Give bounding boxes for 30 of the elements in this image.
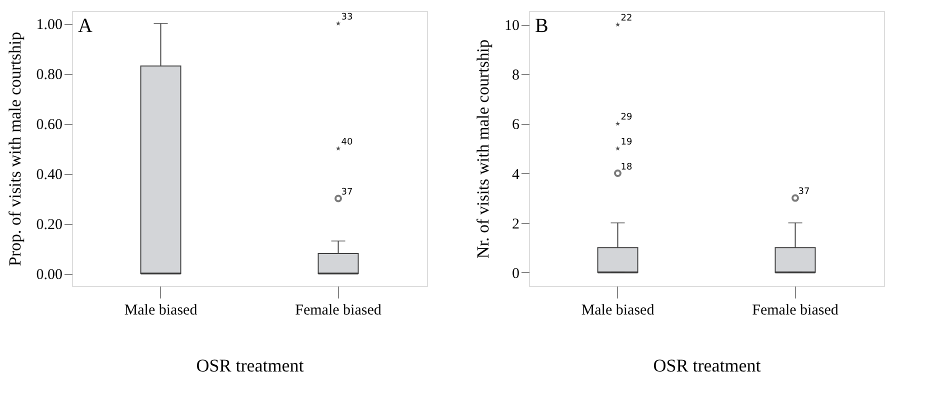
y-tick-label: 8	[512, 68, 520, 84]
y-tick-label: 0.20	[36, 217, 62, 233]
y-tick-label: 0.80	[36, 67, 62, 83]
annotation: B	[535, 15, 548, 37]
y-axis-title: Nr. of visits with male courtship	[474, 39, 492, 259]
x-axis-title: OSR treatment	[653, 356, 761, 376]
y-tick-label: 4	[512, 166, 520, 183]
x-tick-label: Female biased	[752, 302, 839, 318]
x-axis-title: OSR treatment	[196, 356, 304, 376]
y-tick-label: 0.00	[36, 267, 62, 283]
annotation: A	[78, 15, 93, 37]
annotation: 22	[620, 14, 632, 24]
y-axis-title: Prop. of visits with male courtship	[5, 32, 24, 266]
y-tick-label: 2	[512, 216, 520, 232]
y-tick-label: 0.40	[36, 167, 62, 183]
annotation: 29	[620, 112, 632, 123]
annotation: 19	[620, 138, 632, 148]
annotation: 40	[341, 138, 353, 148]
annotation: 18	[620, 162, 632, 172]
y-tick-label: 0	[512, 266, 520, 282]
x-tick-label: Female biased	[295, 302, 382, 318]
x-tick-label: Male biased	[124, 302, 198, 318]
annotation: 37	[798, 187, 810, 198]
y-tick-label: 1.00	[36, 17, 62, 33]
y-tick-label: 0.60	[36, 117, 62, 133]
annotation: 37	[341, 188, 353, 198]
x-tick-label: Male biased	[581, 302, 655, 318]
y-tick-label: 6	[512, 117, 520, 134]
annotation: 33	[341, 12, 353, 22]
y-tick-label: 10	[504, 18, 520, 34]
